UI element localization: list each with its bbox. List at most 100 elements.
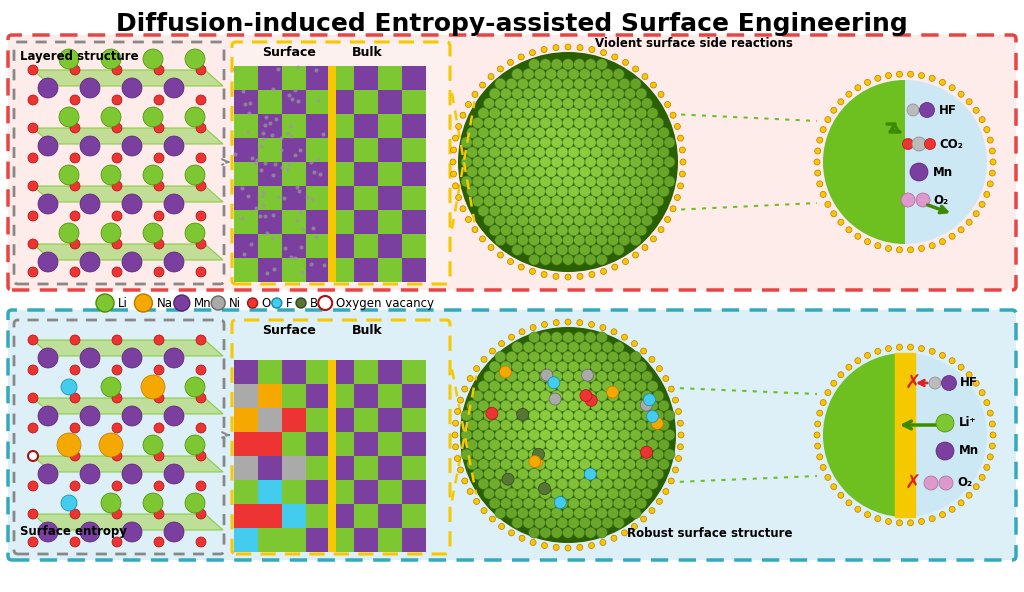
Circle shape xyxy=(630,176,641,187)
Circle shape xyxy=(630,78,641,89)
Circle shape xyxy=(512,69,523,79)
Circle shape xyxy=(919,73,925,79)
Circle shape xyxy=(539,482,551,495)
Circle shape xyxy=(647,147,658,157)
Circle shape xyxy=(613,498,625,509)
Text: Mn: Mn xyxy=(959,445,979,458)
FancyBboxPatch shape xyxy=(234,234,258,258)
Circle shape xyxy=(568,88,580,99)
Circle shape xyxy=(984,400,990,406)
Circle shape xyxy=(542,542,548,549)
FancyBboxPatch shape xyxy=(282,408,306,432)
Circle shape xyxy=(625,225,636,236)
Circle shape xyxy=(478,478,488,490)
Circle shape xyxy=(80,252,100,272)
Circle shape xyxy=(523,244,535,255)
Circle shape xyxy=(517,352,528,362)
Circle shape xyxy=(641,516,646,522)
Circle shape xyxy=(101,377,121,397)
FancyBboxPatch shape xyxy=(282,114,306,138)
FancyBboxPatch shape xyxy=(258,528,282,552)
Circle shape xyxy=(546,478,557,490)
Circle shape xyxy=(498,66,504,72)
Circle shape xyxy=(551,195,562,207)
Circle shape xyxy=(488,73,494,79)
FancyBboxPatch shape xyxy=(354,138,378,162)
Bar xyxy=(895,353,915,517)
Circle shape xyxy=(112,335,122,345)
Circle shape xyxy=(907,520,913,526)
Circle shape xyxy=(967,219,972,225)
Circle shape xyxy=(949,233,955,239)
Circle shape xyxy=(658,439,670,451)
FancyBboxPatch shape xyxy=(330,258,354,282)
Circle shape xyxy=(196,123,206,133)
Circle shape xyxy=(641,391,652,401)
Circle shape xyxy=(596,430,607,440)
Circle shape xyxy=(506,468,517,480)
Circle shape xyxy=(196,393,206,403)
FancyBboxPatch shape xyxy=(258,234,282,258)
Circle shape xyxy=(472,156,483,168)
Circle shape xyxy=(519,535,525,541)
Circle shape xyxy=(874,243,881,249)
Circle shape xyxy=(596,410,607,421)
Circle shape xyxy=(958,227,964,233)
FancyBboxPatch shape xyxy=(232,42,450,284)
Circle shape xyxy=(461,410,472,421)
Circle shape xyxy=(596,215,607,226)
Circle shape xyxy=(553,44,559,51)
FancyBboxPatch shape xyxy=(402,210,426,234)
Circle shape xyxy=(814,432,820,438)
FancyBboxPatch shape xyxy=(402,384,426,408)
Circle shape xyxy=(478,108,488,118)
FancyBboxPatch shape xyxy=(282,162,306,186)
FancyBboxPatch shape xyxy=(234,480,258,504)
Circle shape xyxy=(630,234,641,246)
Circle shape xyxy=(591,108,602,118)
Circle shape xyxy=(551,332,562,343)
Circle shape xyxy=(112,65,122,75)
FancyBboxPatch shape xyxy=(328,66,336,282)
Circle shape xyxy=(658,227,664,233)
Circle shape xyxy=(101,223,121,243)
Circle shape xyxy=(535,205,546,216)
Circle shape xyxy=(630,117,641,128)
Circle shape xyxy=(613,205,625,216)
Circle shape xyxy=(636,400,647,411)
FancyBboxPatch shape xyxy=(330,456,354,480)
FancyBboxPatch shape xyxy=(258,384,282,408)
Circle shape xyxy=(647,166,658,177)
Text: Li: Li xyxy=(118,297,128,310)
Circle shape xyxy=(96,294,114,312)
Circle shape xyxy=(528,488,540,499)
Circle shape xyxy=(164,464,184,484)
Circle shape xyxy=(562,468,573,480)
Circle shape xyxy=(907,104,919,116)
Circle shape xyxy=(528,456,541,468)
Circle shape xyxy=(460,327,676,543)
Circle shape xyxy=(596,488,607,499)
Circle shape xyxy=(501,361,511,372)
Circle shape xyxy=(625,381,636,392)
Circle shape xyxy=(607,176,618,187)
Circle shape xyxy=(989,421,995,427)
Circle shape xyxy=(602,381,613,392)
Circle shape xyxy=(38,522,58,542)
Circle shape xyxy=(568,147,580,157)
Circle shape xyxy=(506,371,517,382)
FancyBboxPatch shape xyxy=(282,432,306,456)
Circle shape xyxy=(607,507,618,519)
Circle shape xyxy=(652,391,664,401)
Circle shape xyxy=(489,459,500,470)
Circle shape xyxy=(580,498,591,509)
Circle shape xyxy=(618,352,630,362)
Circle shape xyxy=(134,294,153,312)
Circle shape xyxy=(939,239,945,244)
Circle shape xyxy=(70,451,80,461)
Circle shape xyxy=(523,420,535,431)
Circle shape xyxy=(679,171,685,177)
FancyBboxPatch shape xyxy=(330,114,354,138)
FancyBboxPatch shape xyxy=(234,456,258,480)
Text: Oxygen vacancy: Oxygen vacancy xyxy=(336,297,434,310)
